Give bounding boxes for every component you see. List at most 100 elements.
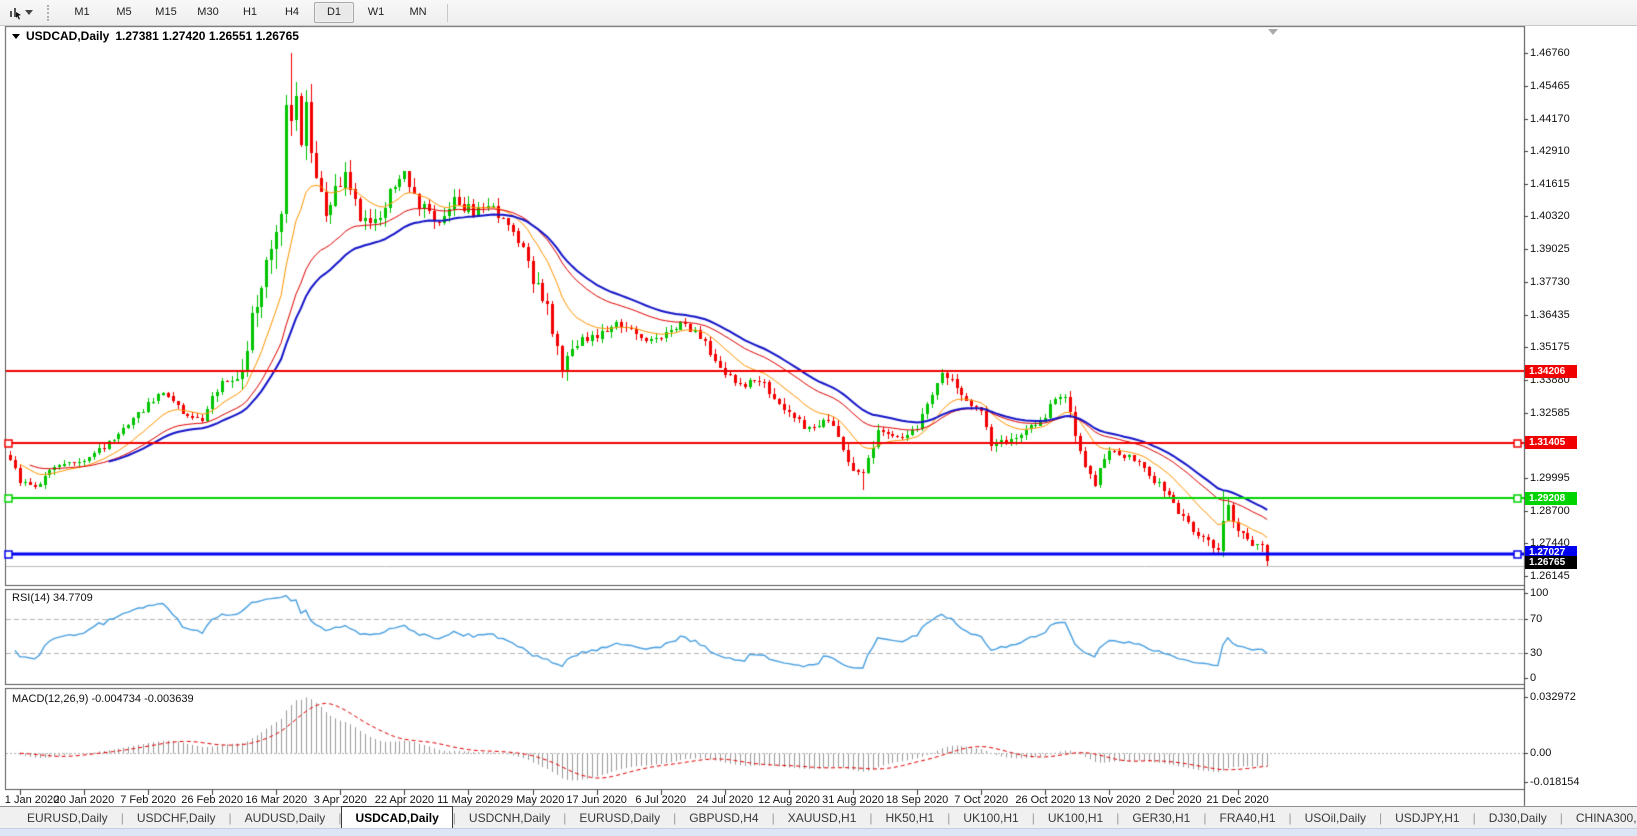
date-axis-label: 21 Dec 2020 [1206, 794, 1269, 806]
date-axis-label: 13 Nov 2020 [1078, 794, 1141, 806]
tab-separator: | [452, 810, 456, 825]
rsi-label: RSI(14) 34.7709 [12, 592, 93, 604]
macd-signal-value: -0.003639 [144, 693, 194, 705]
chevron-down-icon [25, 10, 33, 15]
tab-separator: | [771, 810, 775, 825]
price-axis-label: 1.35175 [1530, 340, 1570, 353]
tab-separator: | [120, 810, 124, 825]
date-axis-label: 17 Jun 2020 [566, 794, 627, 806]
price-axis-label: 1.44170 [1530, 112, 1570, 125]
timeframe-button-h4[interactable]: H4 [284, 6, 300, 18]
rsi-axis-label: 0 [1530, 672, 1537, 684]
price-axis-label: 1.41615 [1530, 177, 1570, 190]
chart-tab-eurusd-daily[interactable]: EURUSD,Daily [579, 810, 661, 825]
timeframe-toolbar: M1 M5 M15 M30 H1 H4 D1 W1 MN [0, 0, 1637, 26]
chart-tab-usdcad-daily[interactable]: USDCAD,Daily [341, 806, 453, 828]
chart-tab-xauusd-h1[interactable]: XAUUSD,H1 [787, 810, 857, 825]
chart-tab-ger30-h1[interactable]: GER30,H1 [1132, 810, 1191, 825]
chart-tab-dj30-daily[interactable]: DJ30,Daily [1488, 810, 1547, 825]
macd-label: MACD(12,26,9) -0.004734 -0.003639 [12, 693, 194, 705]
chart-tab-usdchf-daily[interactable]: USDCHF,Daily [136, 810, 216, 825]
chart-pointer-tool-button[interactable] [4, 4, 37, 22]
rsi-axis-label: 30 [1530, 646, 1543, 659]
price-level-badge: 1.26765 [1525, 556, 1577, 569]
chart-tab-usoil-daily[interactable]: USOil,Daily [1304, 810, 1366, 825]
status-strip [0, 828, 1637, 836]
chart-tab-uk100-h1[interactable]: UK100,H1 [963, 810, 1019, 825]
rsi-axis-label: 70 [1530, 612, 1543, 625]
chart-shift-marker-icon[interactable] [1268, 29, 1278, 35]
timeframe-button-m15[interactable]: M15 [155, 6, 177, 18]
date-axis-label: 18 Sep 2020 [885, 794, 949, 806]
date-axis-label: 22 Apr 2020 [374, 794, 435, 806]
date-axis-label: 26 Feb 2020 [181, 794, 244, 806]
price-axis-label: 1.36435 [1530, 308, 1570, 321]
triangle-down-icon [12, 34, 20, 39]
timeframe-button-m5[interactable]: M5 [116, 6, 132, 18]
chart-symbol-label: USDCAD,Daily [26, 29, 110, 43]
date-axis-label: 12 Aug 2020 [758, 794, 820, 806]
chart-pointer-icon [10, 7, 21, 19]
date-axis-label: 3 Apr 2020 [313, 794, 367, 806]
quote-open: 1.27381 [115, 29, 159, 43]
timeframe-button-mn[interactable]: MN [409, 6, 427, 18]
timeframe-button-m1[interactable]: M1 [74, 6, 90, 18]
toolbar-separator [447, 3, 448, 22]
date-axis-label: 6 Jul 2020 [635, 794, 687, 806]
toolbar-grip[interactable] [47, 4, 53, 21]
date-axis-label: 31 Aug 2020 [822, 794, 884, 806]
date-axis-label: 16 Mar 2020 [245, 794, 308, 806]
chart-tab-hk50-h1[interactable]: HK50,H1 [885, 810, 935, 825]
price-axis-label: 1.28700 [1530, 505, 1570, 518]
chart-title: USDCAD,Daily 1.27381 1.27420 1.26551 1.2… [12, 29, 299, 43]
timeframe-button-w1[interactable]: W1 [367, 6, 385, 18]
chart-tab-fra40-h1[interactable]: FRA40,H1 [1219, 810, 1276, 825]
tab-separator: | [869, 810, 873, 825]
price-axis-label: 1.32585 [1530, 406, 1570, 419]
date-axis-label: 1 Jan 2020 [4, 794, 60, 806]
macd-axis-label: 0.032972 [1530, 691, 1576, 703]
rsi-value: 34.7709 [52, 592, 93, 604]
macd-axis-label: -0.018154 [1530, 776, 1580, 788]
date-axis-label: 2 Dec 2020 [1145, 794, 1202, 806]
date-axis-label: 24 Jul 2020 [696, 794, 754, 806]
chart-tab-eurusd-daily[interactable]: EURUSD,Daily [27, 810, 108, 825]
date-axis-label: 20 Jan 2020 [53, 794, 115, 806]
quote-low: 1.26551 [208, 29, 253, 43]
price-axis-label: 1.37730 [1530, 276, 1570, 289]
chart-tab-usdjpy-h1[interactable]: USDJPY,H1 [1395, 810, 1460, 825]
price-axis-label: 1.39025 [1530, 243, 1570, 256]
rsi-axis-label: 100 [1530, 587, 1549, 599]
timeframe-button-h1[interactable]: H1 [242, 6, 258, 18]
macd-axis-label: 0.00 [1530, 747, 1552, 759]
tab-separator: | [1031, 810, 1035, 825]
macd-value: -0.004734 [91, 693, 142, 705]
timeframe-button-d1[interactable]: D1 [314, 2, 354, 23]
date-axis-label: 26 Oct 2020 [1015, 794, 1076, 806]
chart-tab-china300-h1[interactable]: CHINA300,H1 [1575, 810, 1637, 825]
price-axis-label: 1.26145 [1530, 570, 1570, 582]
chart-tab-audusd-daily[interactable]: AUDUSD,Daily [244, 810, 326, 825]
price-axis-label: 1.46760 [1530, 47, 1570, 59]
price-axis-label: 1.42910 [1530, 144, 1570, 157]
chart-tab-usdcnh-daily[interactable]: USDCNH,Daily [468, 810, 551, 825]
chart-tab-bar: EURUSD,Daily | USDCHF,Daily | AUDUSD,Daily | U… [0, 806, 1637, 828]
chart-tab-gbpusd-h4[interactable]: GBPUSD,H4 [689, 810, 759, 825]
price-level-badge: 1.27027 [1525, 546, 1577, 559]
price-axis-label: 1.29995 [1530, 472, 1570, 485]
price-axis-label: 1.40320 [1530, 210, 1570, 223]
price-axis-label: 1.45465 [1530, 79, 1570, 92]
tab-separator: | [338, 810, 342, 825]
date-axis-label: 29 May 2020 [500, 794, 565, 806]
chart-tab-uk100-h1[interactable]: UK100,H1 [1047, 810, 1104, 825]
tab-separator: | [563, 810, 567, 825]
tab-separator: | [673, 810, 677, 825]
tab-separator: | [1116, 810, 1120, 825]
quote-high: 1.27420 [162, 29, 206, 43]
tab-separator: | [228, 810, 232, 825]
timeframe-button-m30[interactable]: M30 [197, 6, 219, 18]
price-level-badge: 1.31405 [1525, 436, 1577, 449]
tab-separator: | [1472, 810, 1476, 825]
date-axis-label: 11 May 2020 [437, 794, 500, 806]
